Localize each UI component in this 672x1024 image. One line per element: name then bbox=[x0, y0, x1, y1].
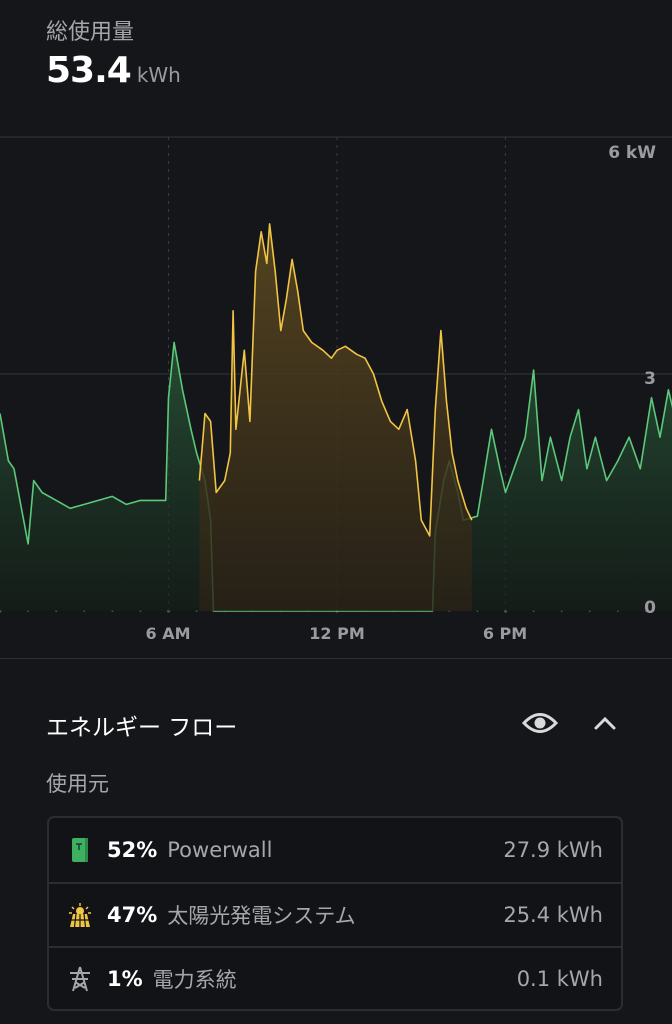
total-usage-label: 総使用量 bbox=[46, 20, 135, 45]
chevron-up-icon[interactable] bbox=[590, 708, 620, 738]
y-tick-label: 6 kW bbox=[608, 143, 656, 163]
x-tick-label: 6 AM bbox=[145, 624, 190, 643]
source-value: 0.1 kWh bbox=[516, 967, 603, 991]
source-percent: 52% bbox=[107, 838, 158, 862]
source-value: 25.4 kWh bbox=[503, 903, 603, 927]
series-line-1 bbox=[198, 223, 473, 537]
source-list: 52% Powerwall 27.9 kWh 47% 太陽光発電システム 25.… bbox=[47, 816, 623, 1011]
source-name: 電力系統 bbox=[152, 968, 237, 992]
grid-tower-icon bbox=[67, 966, 93, 992]
total-usage-unit: kWh bbox=[136, 63, 181, 87]
total-usage-number: 53.4 bbox=[46, 50, 132, 91]
energy-flow-title: エネルギー フロー bbox=[46, 715, 238, 741]
source-name: 太陽光発電システム bbox=[167, 904, 356, 928]
divider bbox=[0, 658, 672, 659]
x-tick-label: 6 PM bbox=[483, 624, 527, 643]
source-value: 27.9 kWh bbox=[503, 838, 603, 862]
source-percent: 47% bbox=[107, 903, 158, 927]
source-row-grid[interactable]: 1% 電力系統 0.1 kWh bbox=[49, 946, 621, 1010]
energy-usage-chart[interactable]: 6 kW 3 0 6 AM 12 PM 6 PM bbox=[0, 130, 672, 658]
eye-icon[interactable] bbox=[521, 708, 559, 738]
y-tick-label: 3 bbox=[644, 369, 656, 389]
series-area-0 bbox=[0, 342, 672, 611]
powerwall-icon bbox=[67, 837, 93, 863]
series-area-1 bbox=[199, 223, 472, 611]
total-usage-value: 53.4 kWh bbox=[46, 50, 181, 91]
source-percent: 1% bbox=[107, 967, 143, 991]
source-name: Powerwall bbox=[167, 838, 273, 862]
source-row-solar[interactable]: 47% 太陽光発電システム 25.4 kWh bbox=[49, 882, 621, 946]
solar-panel-icon bbox=[67, 902, 93, 928]
y-tick-label: 0 bbox=[644, 598, 656, 618]
source-row-powerwall[interactable]: 52% Powerwall 27.9 kWh bbox=[49, 818, 621, 882]
source-section-label: 使用元 bbox=[46, 772, 109, 796]
x-tick-label: 12 PM bbox=[309, 624, 364, 643]
